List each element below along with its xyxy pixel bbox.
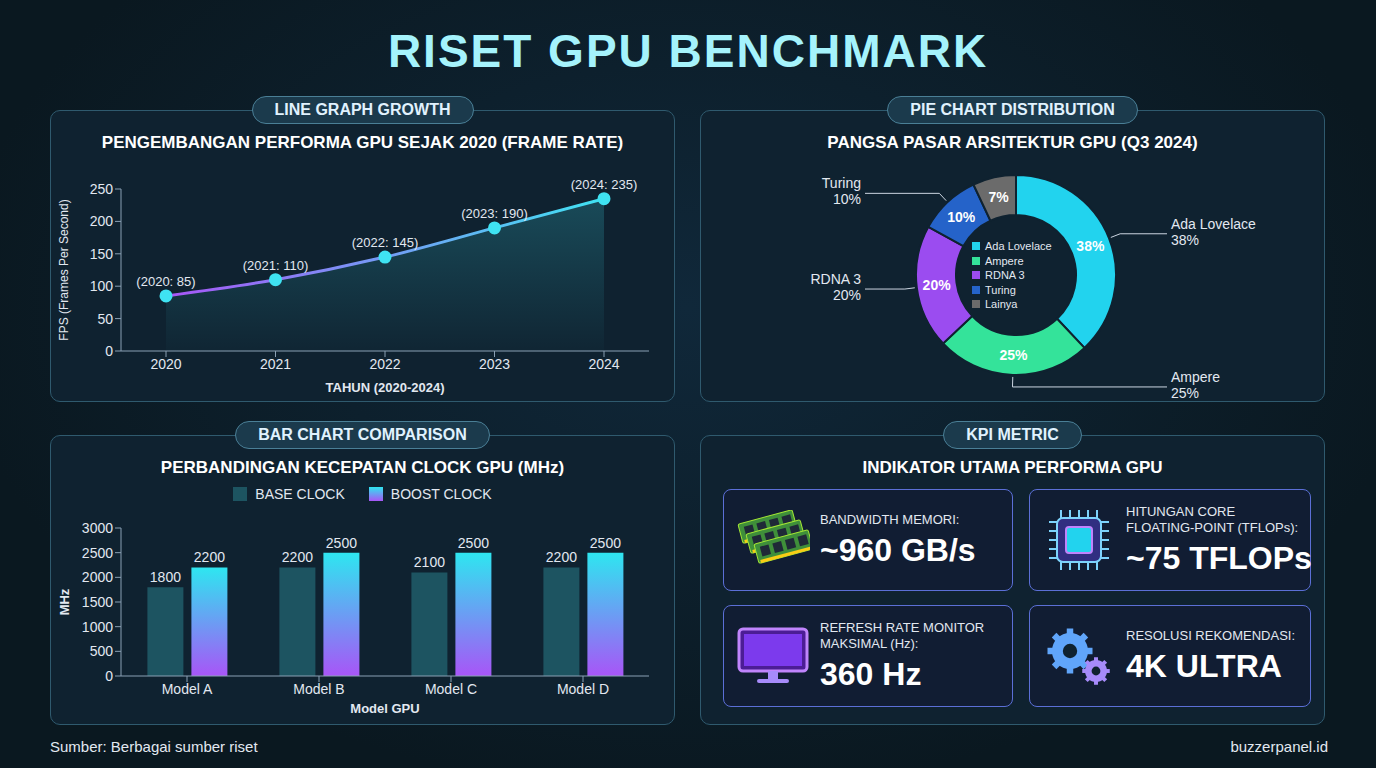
svg-text:1800: 1800 <box>150 569 181 585</box>
svg-text:3000: 3000 <box>82 520 113 536</box>
svg-text:2023: 2023 <box>479 356 510 372</box>
svg-text:500: 500 <box>90 643 114 659</box>
html-text:BOOST CLOCK: BOOST CLOCK <box>390 486 492 502</box>
html-text:buzzerpanel.id: buzzerpanel.id <box>1230 738 1328 755</box>
svg-text:2500: 2500 <box>590 535 621 551</box>
svg-text:7%: 7% <box>988 189 1009 205</box>
svg-text:20%: 20% <box>833 287 861 303</box>
svg-text:MHz: MHz <box>57 588 72 615</box>
svg-text:Ampere: Ampere <box>1171 369 1220 385</box>
svg-text:2000: 2000 <box>82 569 113 585</box>
html-text:Ada Lovelace: Ada Lovelace <box>985 240 1052 252</box>
svg-text:2500: 2500 <box>82 545 113 561</box>
html-text:RDNA 3: RDNA 3 <box>985 269 1025 281</box>
html-text:PENGEMBANGAN PERFORMA GPU SEJA: PENGEMBANGAN PERFORMA GPU SEJAK 2020 (FR… <box>101 133 624 152</box>
svg-text:Turing: Turing <box>822 175 861 191</box>
svg-text:Model GPU: Model GPU <box>350 701 419 716</box>
svg-text:(2022: 145): (2022: 145) <box>352 235 419 250</box>
html-text:PANGSA PASAR ARSITEKTUR GPU (Q: PANGSA PASAR ARSITEKTUR GPU (Q3 2024) <box>827 133 1198 152</box>
svg-text:20%: 20% <box>923 277 952 293</box>
svg-text:(2021: 110): (2021: 110) <box>243 258 309 273</box>
html-text:KPI METRIC: KPI METRIC <box>966 426 1059 443</box>
html-text:~75 TFLOPs: ~75 TFLOPs <box>1126 539 1312 576</box>
svg-text:Model A: Model A <box>162 681 213 697</box>
svg-text:25%: 25% <box>999 347 1028 363</box>
svg-text:(2023: 190): (2023: 190) <box>461 206 528 221</box>
svg-text:Ada Lovelace: Ada Lovelace <box>1171 216 1256 232</box>
svg-text:38%: 38% <box>1076 238 1105 254</box>
svg-text:200: 200 <box>90 213 114 229</box>
svg-text:2200: 2200 <box>194 549 225 565</box>
svg-text:0: 0 <box>105 343 113 359</box>
html-text:Ampere: Ampere <box>985 254 1024 267</box>
svg-text:(2024: 235): (2024: 235) <box>571 177 638 192</box>
svg-text:Model B: Model B <box>293 681 344 697</box>
svg-text:25%: 25% <box>1171 385 1199 401</box>
svg-text:0: 0 <box>105 668 113 684</box>
html-text:4K ULTRA: 4K ULTRA <box>1126 647 1282 684</box>
svg-text:2200: 2200 <box>546 549 577 565</box>
html-text:BASE CLOCK: BASE CLOCK <box>255 486 345 502</box>
svg-text:100: 100 <box>90 278 114 294</box>
svg-text:38%: 38% <box>1171 232 1199 248</box>
svg-text:2500: 2500 <box>326 535 357 551</box>
html-text:BAR CHART COMPARISON: BAR CHART COMPARISON <box>258 426 467 443</box>
svg-text:1000: 1000 <box>82 619 113 635</box>
svg-text:10%: 10% <box>947 209 976 225</box>
html-text:PIE CHART DISTRIBUTION: PIE CHART DISTRIBUTION <box>910 101 1115 118</box>
svg-text:250: 250 <box>90 181 114 197</box>
svg-text:1500: 1500 <box>82 594 113 610</box>
svg-text:FPS (Frames Per Second): FPS (Frames Per Second) <box>57 199 71 340</box>
svg-text:2200: 2200 <box>282 549 313 565</box>
svg-text:10%: 10% <box>833 191 861 207</box>
svg-text:2100: 2100 <box>414 554 445 570</box>
html-text:~960 GB/s: ~960 GB/s <box>820 531 976 568</box>
html-text:REFRESH RATE MONITOR MAKSIMAL: REFRESH RATE MONITOR MAKSIMAL (Hz): <box>820 619 985 651</box>
svg-text:50: 50 <box>97 311 113 327</box>
svg-text:RDNA 3: RDNA 3 <box>810 271 861 287</box>
svg-text:2021: 2021 <box>260 356 291 372</box>
svg-text:2022: 2022 <box>369 356 400 372</box>
svg-text:2024: 2024 <box>588 356 619 372</box>
html-text:Turing: Turing <box>985 283 1016 296</box>
svg-text:2500: 2500 <box>458 535 489 551</box>
html-text:PERBANDINGAN KECEPATAN CLOCK G: PERBANDINGAN KECEPATAN CLOCK GPU (MHz) <box>160 458 565 477</box>
html-text:360 Hz: 360 Hz <box>820 655 922 692</box>
html-text:Lainya: Lainya <box>985 298 1018 310</box>
html-text:Sumber: Berbagai sumber riset: Sumber: Berbagai sumber riset <box>50 738 258 755</box>
html-text:RISET GPU BENCHMARK: RISET GPU BENCHMARK <box>387 25 989 77</box>
html-text:RESOLUSI REKOMENDASI:: RESOLUSI REKOMENDASI: <box>1126 627 1295 643</box>
svg-text:Model D: Model D <box>557 681 609 697</box>
html-text:HITUNGAN CORE FLOATING-POINT (: HITUNGAN CORE FLOATING-POINT (TFLOPs): <box>1126 503 1299 535</box>
svg-text:150: 150 <box>90 246 114 262</box>
svg-text:(2020: 85): (2020: 85) <box>136 274 195 289</box>
html-text:LINE GRAPH GROWTH: LINE GRAPH GROWTH <box>274 101 451 118</box>
html-text:BANDWIDTH MEMORI:: BANDWIDTH MEMORI: <box>820 511 960 527</box>
html-text:INDIKATOR UTAMA PERFORMA GPU: INDIKATOR UTAMA PERFORMA GPU <box>862 458 1163 477</box>
svg-text:TAHUN (2020-2024): TAHUN (2020-2024) <box>326 380 445 395</box>
svg-text:Model C: Model C <box>425 681 477 697</box>
svg-text:2020: 2020 <box>150 356 181 372</box>
